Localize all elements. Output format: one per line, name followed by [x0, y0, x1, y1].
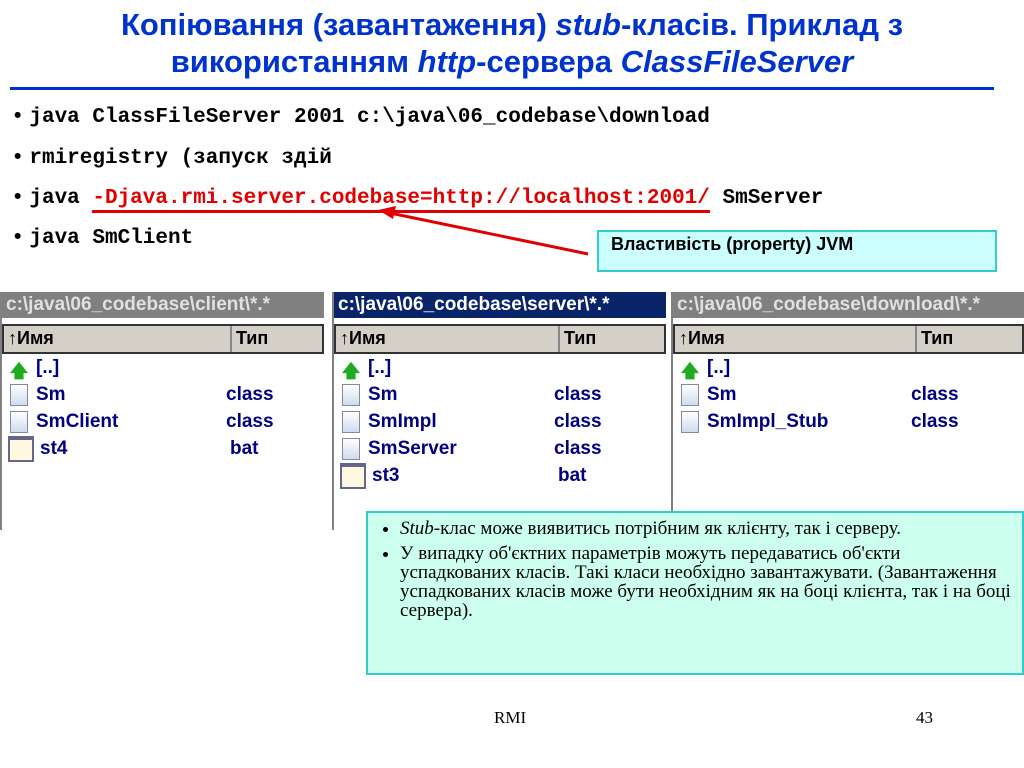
command-text: SmServer — [709, 187, 824, 210]
file-type: bat — [558, 465, 587, 486]
title-text: stub — [555, 7, 621, 42]
file-type: class — [226, 411, 274, 432]
column-name[interactable]: ↑Имя — [4, 326, 232, 352]
command-text: java SmClient — [29, 227, 194, 250]
command-text: rmiregistry (запуск здій — [29, 147, 332, 170]
panel-path: c:\java\06_codebase\server\*.* — [334, 292, 666, 318]
file-row[interactable]: Sm class — [334, 381, 666, 408]
command-line: • java -Djava.rmi.server.codebase=http://… — [14, 185, 824, 213]
parent-dir-icon: 🡅 — [9, 360, 29, 381]
title-divider — [10, 87, 994, 90]
file-row[interactable]: st3 bat — [334, 462, 666, 489]
note-text: У випадку об'єктних параметрів можуть пе… — [400, 543, 1011, 621]
file-name: [..] — [707, 357, 731, 378]
file-panel[interactable]: c:\java\06_codebase\download\*.* ↑Имя Тип 🡅… — [671, 292, 1024, 530]
command-line: • java SmClient — [14, 225, 193, 250]
column-name[interactable]: ↑Имя — [675, 326, 917, 352]
title-text: -класів. Приклад з — [620, 7, 904, 42]
file-row[interactable]: 🡅 [..] — [673, 354, 1024, 381]
file-icon — [681, 383, 699, 406]
command-line: • java ClassFileServer 2001 c:\java\06_co… — [14, 104, 710, 129]
file-type: class — [911, 384, 959, 405]
file-row[interactable]: Sm class — [673, 381, 1024, 408]
panel-path: c:\java\06_codebase\download\*.* — [673, 292, 1024, 318]
file-name: Sm — [707, 384, 737, 405]
title-text: використанням — [170, 44, 418, 79]
file-name: SmImpl_Stub — [707, 411, 829, 432]
file-name: SmImpl — [368, 411, 437, 432]
column-header: ↑Имя Тип — [2, 324, 324, 354]
file-name: [..] — [36, 357, 60, 378]
callout-box: Властивість (property) JVM — [597, 230, 997, 272]
command-line: • rmiregistry (запуск здій — [14, 145, 332, 170]
file-panel[interactable]: c:\java\06_codebase\server\*.* ↑Имя Тип 🡅 [.… — [332, 292, 666, 530]
command-text: java — [29, 187, 93, 210]
title-text: http — [417, 44, 477, 79]
column-type[interactable]: Тип — [236, 328, 269, 348]
file-type: class — [554, 384, 602, 405]
file-name: st4 — [40, 438, 68, 459]
note-item: У випадку об'єктних параметрів можуть пе… — [400, 544, 1012, 620]
parent-dir-icon: 🡅 — [341, 360, 361, 381]
file-row[interactable]: st4 bat — [2, 435, 324, 462]
bullet: • — [14, 104, 22, 127]
file-row[interactable]: SmImpl_Stub class — [673, 408, 1024, 435]
column-header: ↑Имя Тип — [334, 324, 666, 354]
file-type: class — [226, 384, 274, 405]
bullet: • — [14, 145, 22, 168]
file-name: st3 — [372, 465, 400, 486]
notes-box: Stub-клас може виявитись потрібним як кл… — [366, 511, 1024, 675]
codebase-property: -Djava.rmi.server.codebase=http://localh… — [92, 187, 710, 213]
title-text: Копіювання (завантаження) — [120, 7, 556, 42]
note-text: -клас може виявитись потрібним як клієнт… — [433, 518, 902, 539]
file-name: Sm — [36, 384, 66, 405]
file-icon — [10, 383, 28, 406]
note-emphasis: Stub — [400, 518, 434, 539]
file-row[interactable]: SmImpl class — [334, 408, 666, 435]
file-row[interactable]: SmClient class — [2, 408, 324, 435]
note-item: Stub-клас може виявитись потрібним як кл… — [400, 519, 1012, 538]
file-row[interactable]: 🡅 [..] — [2, 354, 324, 381]
file-icon — [681, 410, 699, 433]
column-header: ↑Имя Тип — [673, 324, 1024, 354]
file-name: Sm — [368, 384, 398, 405]
file-panel[interactable]: c:\java\06_codebase\client\*.* ↑Имя Тип 🡅 [.… — [0, 292, 324, 530]
file-type: class — [554, 438, 602, 459]
batch-file-icon — [8, 435, 34, 462]
file-icon — [342, 383, 360, 406]
file-type: bat — [230, 438, 259, 459]
column-name[interactable]: ↑Имя — [336, 326, 560, 352]
parent-dir-icon: 🡅 — [680, 360, 700, 381]
bullet: • — [14, 225, 22, 248]
bullet: • — [14, 185, 22, 208]
command-text: java ClassFileServer 2001 c:\java\06_cod… — [29, 106, 710, 129]
file-icon — [342, 437, 360, 460]
file-name: SmServer — [368, 438, 457, 459]
file-type: class — [911, 411, 959, 432]
batch-file-icon — [340, 462, 366, 489]
title-text: -сервера — [476, 44, 621, 79]
slide-title: Копіювання (завантаження) stub-класів. П… — [0, 6, 1024, 80]
title-text: ClassFileServer — [620, 44, 854, 79]
column-type[interactable]: Тип — [564, 328, 597, 348]
file-icon — [342, 410, 360, 433]
file-icon — [10, 410, 28, 433]
file-row[interactable]: 🡅 [..] — [334, 354, 666, 381]
column-type[interactable]: Тип — [921, 328, 954, 348]
file-row[interactable]: SmServer class — [334, 435, 666, 462]
page-number: 43 — [916, 708, 933, 727]
panel-path: c:\java\06_codebase\client\*.* — [2, 292, 324, 318]
file-type: class — [554, 411, 602, 432]
file-name: [..] — [368, 357, 392, 378]
file-row[interactable]: Sm class — [2, 381, 324, 408]
file-name: SmClient — [36, 411, 119, 432]
footer-label: RMI — [494, 708, 527, 727]
